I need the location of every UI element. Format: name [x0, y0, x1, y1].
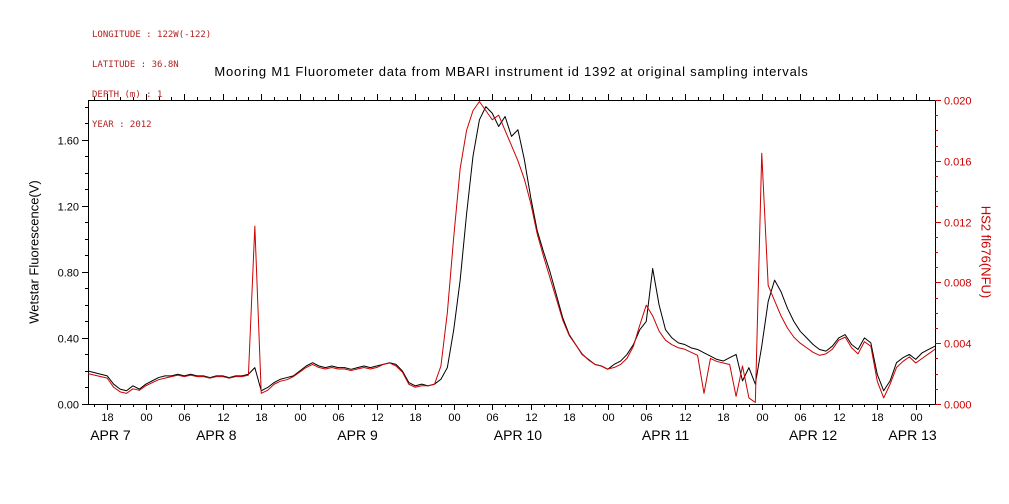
chart-title: Mooring M1 Fluorometer data from MBARI i… [214, 64, 809, 79]
x-tick-label: 06 [640, 412, 652, 424]
x-tick-label: 06 [178, 412, 190, 424]
y-left-tick-label: 0.00 [58, 400, 79, 412]
x-tick-label: 12 [525, 412, 537, 424]
y-right-tick-label: 0.008 [944, 278, 972, 290]
y-right-tick-label: 0.016 [944, 157, 972, 169]
x-tick-label: 06 [794, 412, 806, 424]
y-left-tick-label: 1.20 [58, 202, 79, 214]
metadata-latitude: LATITUDE : 36.8N [92, 60, 179, 70]
date-label: APR 8 [196, 427, 237, 443]
left-axis-label: Wetstar Fluorescence(V) [26, 180, 42, 324]
y-right-ticks: 0.000 0.004 0.008 0.012 0.016 0.020 [935, 96, 972, 412]
date-labels: APR 7 APR 8 APR 9 APR 10 APR 11 APR 12 APR 13 [90, 427, 937, 443]
series-lines [88, 101, 935, 403]
metadata-block: LONGITUDE : 122W(-122) LATITUDE : 36.8N … [92, 10, 211, 150]
x-tick-label: 12 [679, 412, 691, 424]
series-hs2-fl676-line [88, 101, 935, 403]
date-label: APR 10 [494, 427, 542, 443]
x-tick-label: 00 [448, 412, 460, 424]
date-label: APR 13 [888, 427, 936, 443]
y-left-ticks: 0.00 0.40 0.80 1.20 1.60 [58, 136, 88, 412]
date-label: APR 12 [789, 427, 837, 443]
y-right-tick-label: 0.012 [944, 218, 972, 230]
x-tick-label: 18 [409, 412, 421, 424]
x-tick-label: 18 [717, 412, 729, 424]
x-tick-label: 00 [602, 412, 614, 424]
x-tick-label: 00 [910, 412, 922, 424]
x-tick-label: 00 [140, 412, 152, 424]
y-right-tick-label: 0.004 [944, 339, 972, 351]
x-minor-ticks [94, 97, 930, 407]
x-tick-label: 00 [756, 412, 768, 424]
y-left-tick-label: 0.40 [58, 334, 79, 346]
y-right-minor-ticks [935, 115, 938, 390]
x-tick-label: 18 [563, 412, 575, 424]
y-right-tick-label: 0.020 [944, 96, 972, 108]
metadata-longitude: LONGITUDE : 122W(-122) [92, 30, 212, 40]
x-tick-label: 12 [217, 412, 229, 424]
x-tick-label: 12 [833, 412, 845, 424]
y-left-minor-ticks [85, 107, 88, 388]
y-left-tick-label: 1.60 [58, 136, 79, 148]
x-tick-label: 18 [871, 412, 883, 424]
metadata-depth: DEPTH (m) : 1 [92, 90, 163, 100]
metadata-year: YEAR : 2012 [92, 120, 152, 130]
x-tick-label: 06 [332, 412, 344, 424]
right-axis-label: HS2 fl676(NFU) [978, 205, 994, 299]
y-left-tick-label: 0.80 [58, 268, 79, 280]
x-tick-label: 18 [255, 412, 267, 424]
date-label: APR 11 [642, 427, 689, 443]
x-major-ticks: 18 00 06 12 18 00 06 12 18 00 06 12 18 00 06 12 18 00 06 12… [101, 94, 923, 424]
x-tick-label: 18 [101, 412, 113, 424]
x-tick-label: 12 [371, 412, 383, 424]
x-tick-label: 00 [294, 412, 306, 424]
date-label: APR 7 [90, 427, 131, 443]
x-tick-label: 06 [486, 412, 498, 424]
y-right-tick-label: 0.000 [944, 400, 972, 412]
date-label: APR 9 [337, 427, 378, 443]
series-wetstar-fluorescence-line [88, 106, 935, 392]
